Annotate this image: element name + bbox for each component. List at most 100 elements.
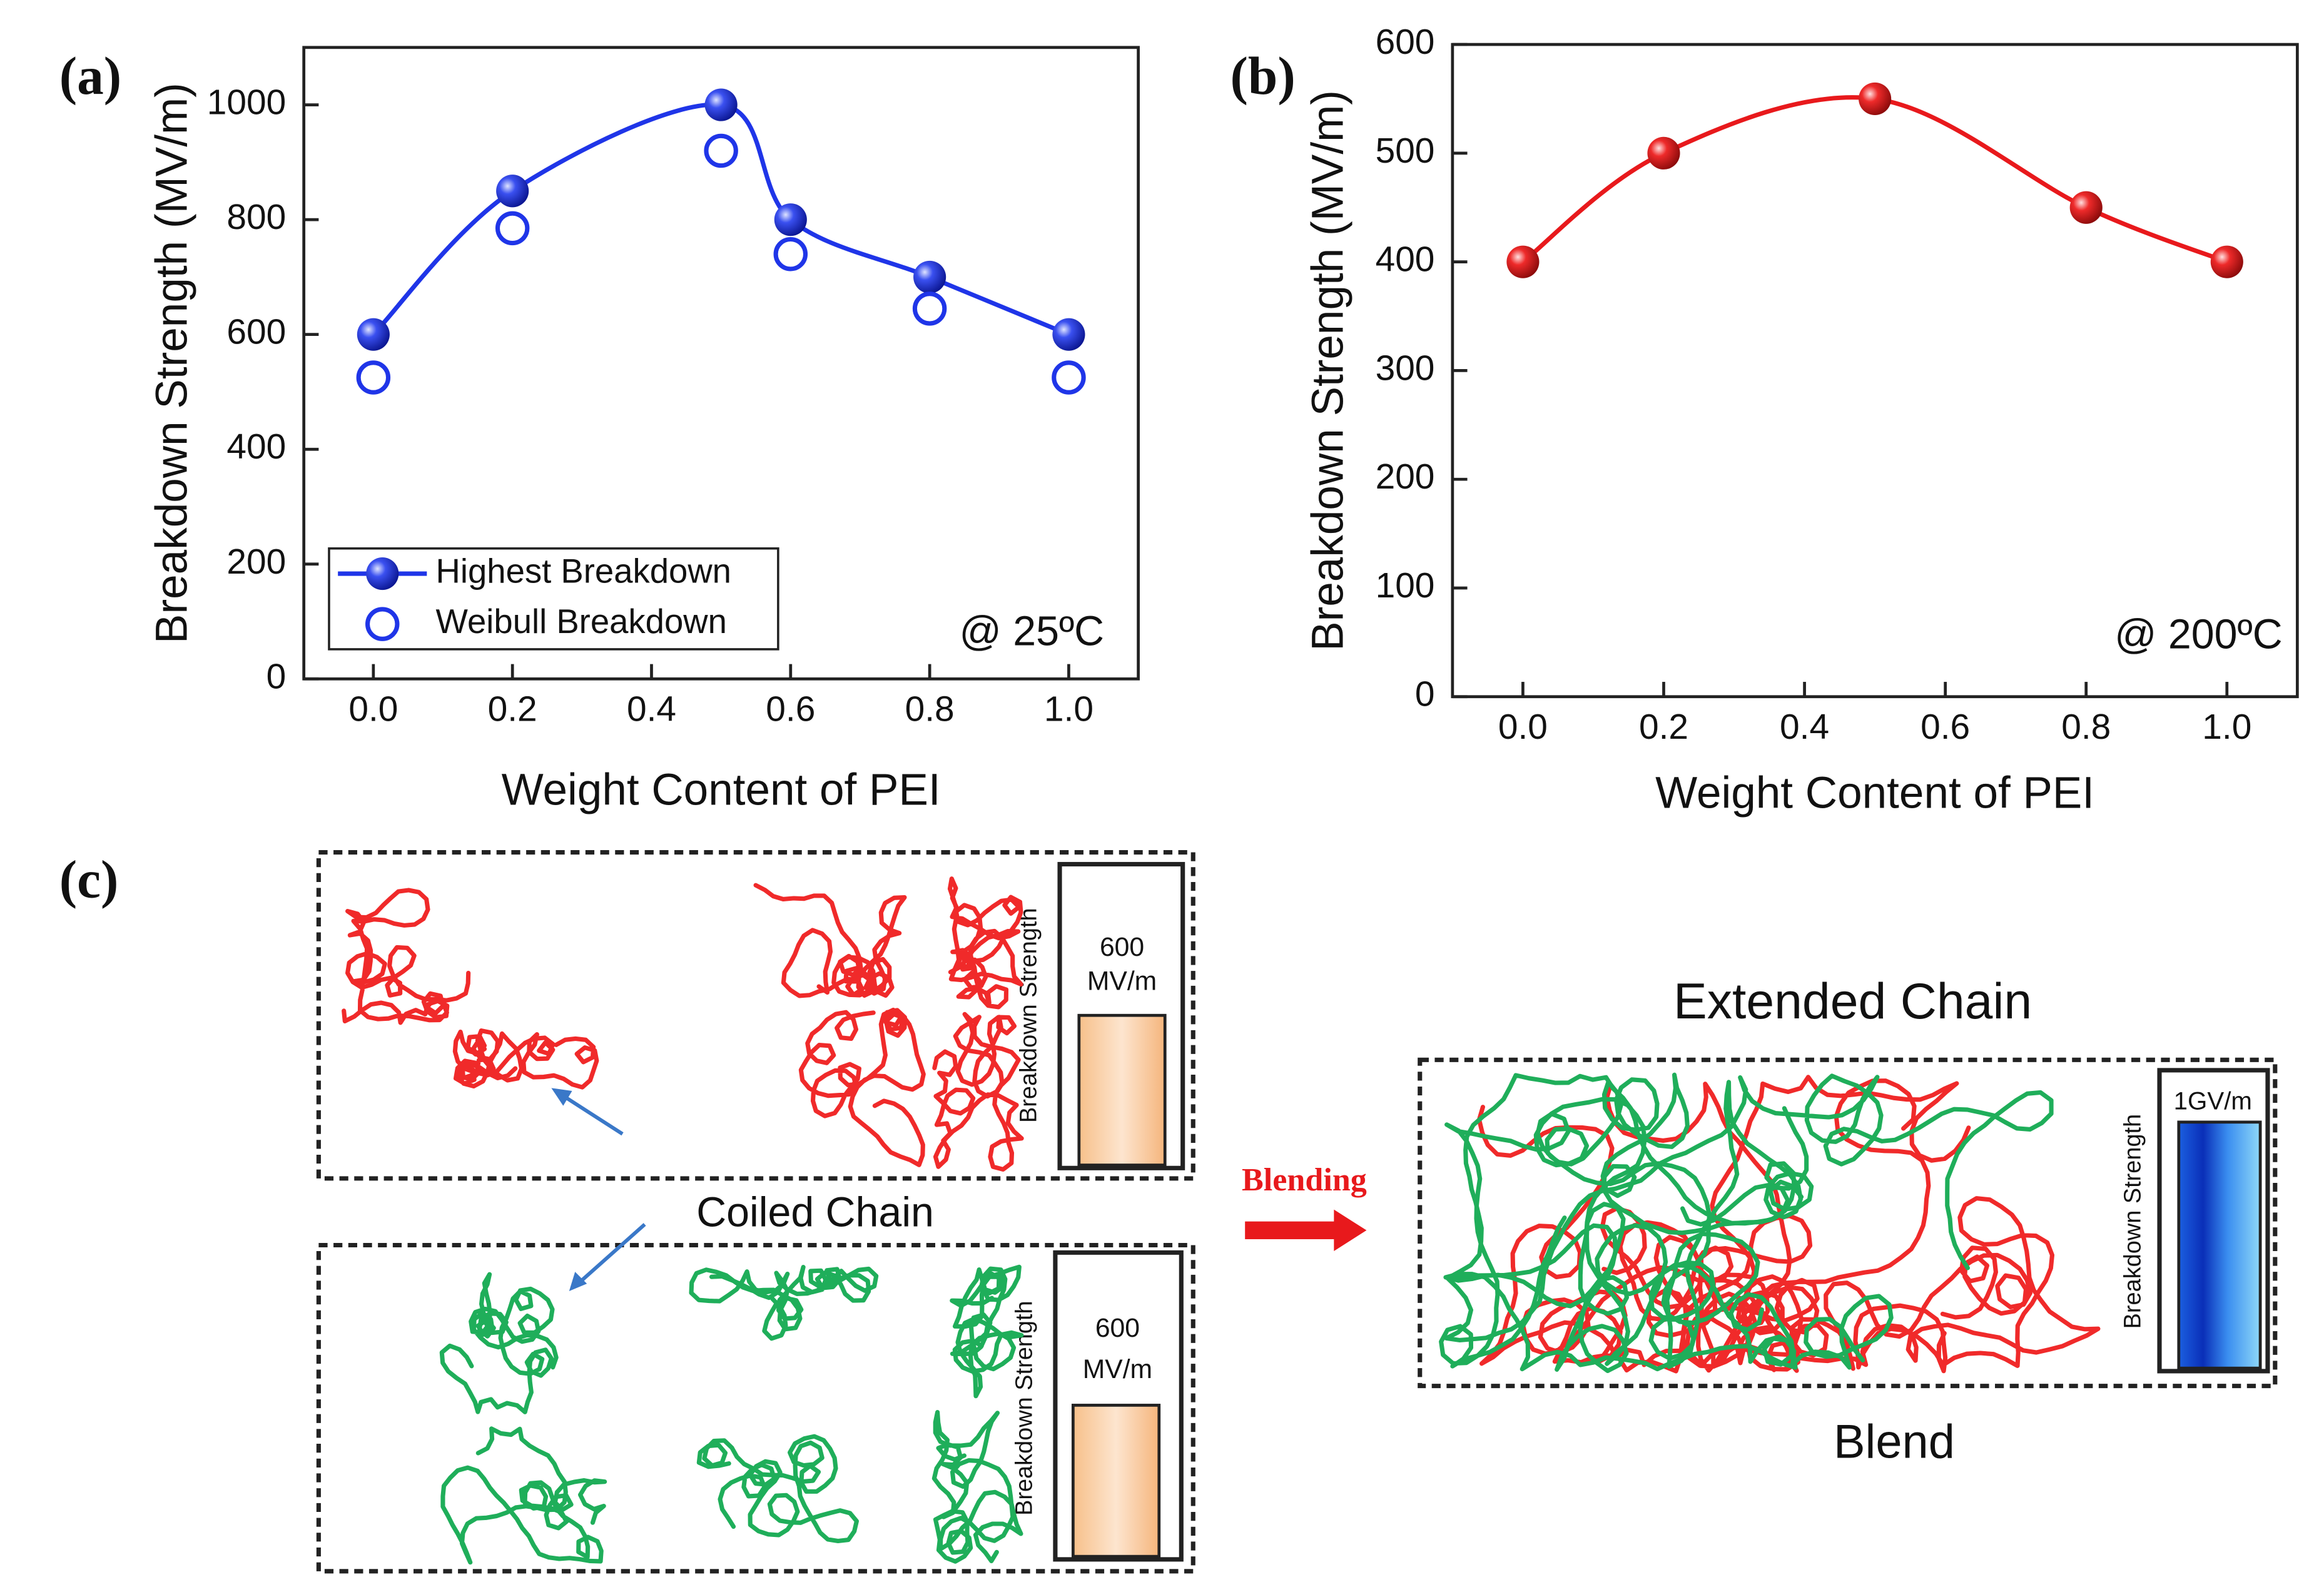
panel-label: (a) — [59, 47, 121, 106]
x-tick-label: 1.0 — [2202, 707, 2251, 747]
chain — [342, 888, 471, 1025]
chain — [1439, 1080, 1814, 1369]
plot-frame — [1451, 43, 2299, 699]
strength-text: 1GV/m — [2174, 1087, 2252, 1115]
x-axis-label: Weight Content of PEI — [502, 766, 941, 815]
marker — [495, 211, 530, 246]
marker — [1859, 82, 1892, 116]
x-tick-label: 0.6 — [766, 689, 815, 729]
legend-box — [328, 547, 779, 651]
marker — [356, 360, 391, 395]
y-tick-label: 400 — [226, 427, 286, 467]
box — [316, 849, 1195, 1181]
x-tick-label: 1.0 — [1044, 689, 1093, 729]
box — [1418, 1057, 2278, 1389]
plot-frame — [302, 46, 1140, 681]
marker — [1647, 136, 1680, 170]
marker — [1052, 360, 1086, 395]
strength-text: MV/m — [1087, 966, 1157, 996]
chain — [452, 1028, 599, 1090]
legend: Highest Breakdown Weibull Breakdown — [328, 547, 779, 651]
chart: 0 200 400 600 800 1000 0.0 0.2 0.4 0.6 0.8 1.0 Break… — [59, 46, 1140, 815]
series-line — [1521, 95, 2228, 264]
y-tick-label: 800 — [226, 198, 286, 237]
coiled-label: Coiled Chain — [696, 1190, 934, 1236]
extended-label: Extended Chain — [1673, 973, 2032, 1030]
x-tick-label: 0.2 — [488, 689, 537, 729]
marker — [357, 318, 390, 351]
marker — [1506, 245, 1540, 278]
strength-bar — [1077, 1013, 1167, 1167]
marker — [704, 88, 738, 121]
y-axis-label: Breakdown Strength (MV/m) — [147, 83, 196, 644]
chain — [753, 883, 907, 998]
strength-bar — [2177, 1120, 2262, 1370]
x-tick-label: 0.8 — [905, 689, 955, 729]
blending-label: Blending — [1242, 1162, 1367, 1198]
marker — [912, 292, 947, 326]
y-tick-label: 300 — [1376, 348, 1435, 388]
marker — [496, 175, 529, 208]
chain — [689, 1265, 879, 1341]
chain — [950, 1264, 1024, 1399]
x-tick-label: 0.4 — [627, 689, 676, 729]
box — [316, 1242, 1195, 1574]
marker — [773, 236, 808, 271]
diagram: (c) Breakdown Strength 600 MV/m Breakdow… — [59, 849, 2278, 1574]
strength-label: Breakdown Strength — [1016, 908, 1042, 1123]
x-tick-label: 0.2 — [1639, 707, 1688, 747]
y-tick-label: 0 — [1415, 675, 1435, 714]
chain — [440, 1426, 607, 1565]
legend-label: Weibull Breakdown — [436, 602, 727, 641]
blend-arrow — [1245, 1209, 1367, 1251]
y-tick-label: 600 — [226, 313, 286, 352]
arrow — [577, 1223, 646, 1285]
x-tick-label: 0.6 — [1921, 707, 1970, 747]
marker — [2069, 191, 2103, 224]
strength-text: 600 — [1095, 1313, 1140, 1343]
x-axis-label: Weight Content of PEI — [1655, 768, 2094, 818]
y-tick-label: 500 — [1376, 131, 1435, 171]
y-axis-label: Breakdown Strength (MV/m) — [1303, 90, 1352, 651]
chain — [439, 1272, 559, 1414]
marker — [2210, 245, 2243, 278]
chart: 0 100 200 300 400 500 600 0.0 0.2 0.4 0.6 0.8 1.0 Bre… — [1230, 23, 2299, 818]
annotation: @ 25ºC — [959, 609, 1104, 655]
y-tick-label: 200 — [1376, 457, 1435, 497]
chain — [1444, 1073, 2054, 1342]
chain — [1443, 1202, 1894, 1372]
marker — [704, 133, 738, 168]
arrow-head — [569, 1272, 587, 1291]
strength-box — [1057, 861, 1185, 1170]
x-tick-label: 0.4 — [1780, 707, 1829, 747]
strength-box — [1053, 1250, 1184, 1562]
marker — [774, 203, 807, 236]
marker — [365, 607, 400, 641]
strength-box — [2157, 1068, 2270, 1374]
strength-label: Breakdown Strength — [2120, 1114, 2146, 1329]
arrow-head — [551, 1088, 572, 1106]
marker — [366, 557, 399, 591]
annotation: @ 200ºC — [2114, 611, 2283, 657]
blend-label: Blend — [1834, 1415, 1955, 1468]
chain — [932, 1011, 1024, 1172]
marker — [913, 260, 946, 293]
chain — [1653, 1075, 1971, 1372]
chain — [798, 1007, 926, 1167]
x-tick-label: 0.0 — [1498, 707, 1548, 747]
panel-label: (c) — [59, 850, 119, 909]
strength-text: 600 — [1100, 932, 1144, 962]
chain — [696, 1434, 859, 1544]
strength-text: MV/m — [1083, 1354, 1152, 1384]
legend-label: Highest Breakdown — [436, 552, 731, 590]
y-tick-label: 400 — [1376, 240, 1435, 280]
y-tick-label: 200 — [226, 542, 286, 582]
strength-bar — [1071, 1404, 1161, 1558]
marker — [1052, 318, 1085, 351]
y-tick-label: 100 — [1376, 566, 1435, 606]
chain — [931, 1410, 1023, 1564]
y-tick-label: 600 — [1376, 23, 1435, 62]
chain — [947, 876, 1023, 1010]
